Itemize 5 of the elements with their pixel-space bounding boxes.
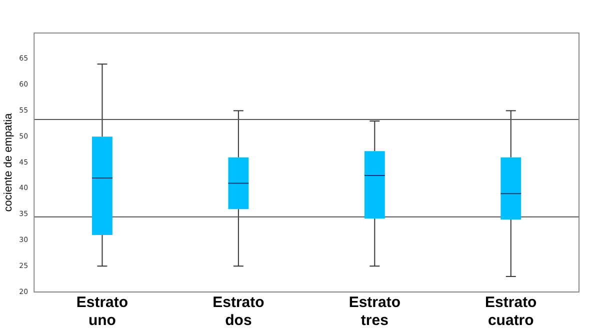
x-tick-label: Estrato cuatro (485, 294, 537, 330)
y-axis-title: cociente de empatia (2, 112, 15, 212)
x-tick-label: Estrato uno (76, 294, 128, 330)
x-tick-label: Estrato dos (212, 294, 264, 330)
x-tick-label: Estrato tres (348, 294, 401, 330)
